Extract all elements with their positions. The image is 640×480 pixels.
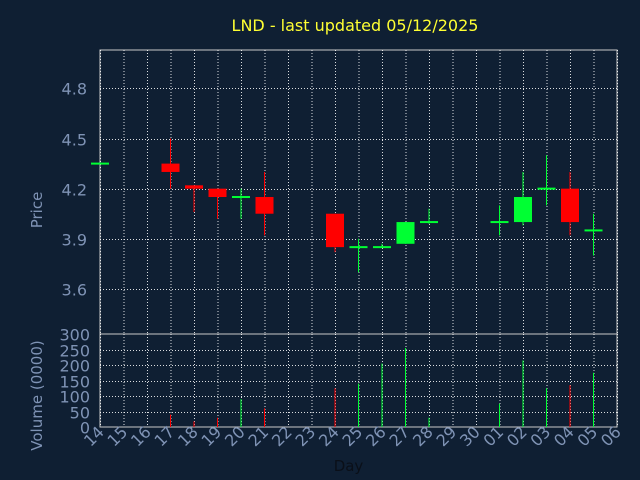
price-tick-label: 3.9 [62,231,87,250]
price-tick-label: 4.8 [62,80,87,99]
x-axis-label: Day [334,457,364,475]
candle-body [232,196,250,199]
candle-body [373,246,391,249]
price-tick-label: 3.6 [62,281,87,300]
candle-body [561,188,579,223]
price-tick-label: 4.5 [62,131,87,150]
candle-body [255,197,274,214]
price-panel: 3.6 3.9 4.2 4.5 4.8 Price [28,49,618,335]
candle-body [537,187,556,190]
candle-body [584,229,603,232]
volume-tick-label: 50 [70,404,90,423]
candle-body [514,197,532,223]
volume-tick-label: 250 [59,342,90,361]
volume-tick-label: 100 [59,388,90,407]
volume-tick-label: 300 [59,326,90,345]
price-tick-label: 4.2 [62,181,87,200]
candle-body [185,185,203,189]
volume-tick-label: 0 [80,419,90,438]
candle-body [326,213,344,248]
candle-body [349,246,368,249]
volume-tick-label: 150 [59,373,90,392]
volume-tick-label: 200 [59,357,90,376]
price-axis-label: Price [28,192,46,229]
candle-body [161,163,180,172]
candle-body [420,221,438,224]
volume-axis-label: Volume (0000) [28,340,46,450]
chart-title: LND - last updated 05/12/2025 [232,16,479,35]
candle-body [208,188,227,198]
candle-body [396,222,415,244]
candle-body [490,221,509,224]
candle-body [91,162,109,165]
